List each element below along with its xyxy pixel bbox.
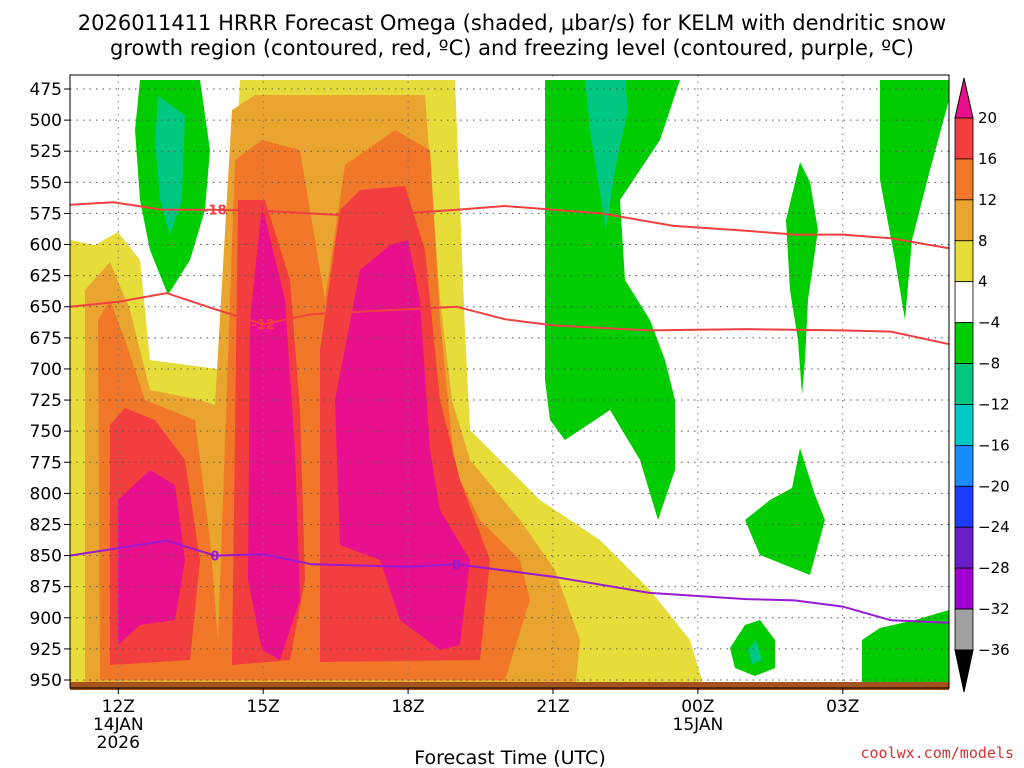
omega-shading: [70, 80, 949, 688]
y-tick-label: 825: [30, 515, 62, 535]
y-tick-label: 950: [30, 671, 62, 691]
y-tick-label: 600: [30, 236, 62, 256]
colorbar-band: [954, 158, 974, 201]
colorbar-label: 20: [978, 109, 997, 127]
x-tick-label: 00Z: [681, 697, 714, 717]
colorbar-band: [954, 322, 974, 364]
contour-dgz-top: [70, 201, 949, 250]
colorbar-label: −8: [978, 355, 1000, 373]
omega-region-neg-8-12-a: [155, 96, 185, 235]
omega-region-neg-4-8-e: [880, 80, 949, 320]
ground-strip: [70, 682, 949, 690]
colorbar-band: [954, 117, 974, 160]
colorbar-band: [954, 485, 974, 528]
x-tick-sublabel: 2026: [97, 733, 140, 753]
colorbar: 20 16 12 8 4 −4 −8 −12 −16 −20 −24 −28 −32 −36: [954, 77, 1010, 693]
y-tick-label: 550: [30, 173, 62, 193]
y-axis: 475 500 525 550 575 600 625 650 675 700 725 750 775 8…: [30, 80, 70, 691]
colorbar-band: [954, 526, 974, 569]
colorbar-band: [954, 281, 974, 324]
omega-region-neg-4-8-f: [862, 610, 949, 682]
temperature-contours: -18 -12 0 0: [70, 201, 949, 624]
y-tick-label: 775: [30, 453, 62, 473]
colorbar-label: 8: [978, 232, 988, 250]
y-tick-label: 800: [30, 484, 62, 504]
x-tick-sublabel: 15JAN: [673, 715, 724, 735]
x-axis-title: Forecast Time (UTC): [414, 747, 605, 768]
x-tick-label: 15Z: [247, 697, 280, 717]
colorbar-label: −32: [978, 600, 1010, 618]
y-tick-label: 750: [30, 422, 62, 442]
colorbar-top-arrow: [954, 77, 974, 119]
chart-title-line-1: 2026011411 HRRR Forecast Omega (shaded, …: [78, 11, 946, 35]
colorbar-band: [954, 363, 974, 405]
y-tick-label: 500: [30, 111, 62, 131]
omega-region-neg-8-12-g: [748, 640, 762, 664]
y-tick-label: 925: [30, 640, 62, 660]
colorbar-band: [954, 404, 974, 446]
x-tick-label: 18Z: [391, 697, 424, 717]
colorbar-label: −36: [978, 641, 1010, 659]
y-tick-label: 650: [30, 298, 62, 318]
x-tick-label: 21Z: [536, 697, 569, 717]
omega-region-neg-8-12-b: [585, 80, 628, 230]
y-tick-label: 850: [30, 547, 62, 567]
contour-freezing-level: [70, 539, 949, 624]
contour-label-freezing-level: 0: [452, 558, 461, 573]
y-tick-label: 675: [30, 329, 62, 349]
omega-region-neg-4-8-d: [745, 448, 825, 575]
omega-region-over-20: [118, 205, 470, 660]
colorbar-label: −20: [978, 477, 1010, 495]
y-tick-label: 525: [30, 142, 62, 162]
x-tick-sublabel: 14JAN: [93, 715, 144, 735]
colorbar-band: [954, 444, 974, 487]
colorbar-band: [954, 608, 974, 651]
y-tick-label: 875: [30, 578, 62, 598]
colorbar-band: [954, 567, 974, 610]
plot-frame: [69, 74, 950, 689]
colorbar-band: [954, 240, 974, 283]
y-tick-label: 575: [30, 204, 62, 224]
colorbar-band: [954, 199, 974, 242]
colorbar-label: −4: [978, 314, 1000, 332]
gridlines: [70, 75, 949, 688]
colorbar-label: −24: [978, 518, 1010, 536]
chart-title-line-2: growth region (contoured, red, ºC) and f…: [110, 36, 914, 60]
credit-text[interactable]: coolwx.com/models: [860, 744, 1014, 762]
colorbar-label: −12: [978, 395, 1010, 413]
colorbar-bottom-arrow: [954, 649, 974, 693]
omega-region-neg-4-8-c: [786, 162, 818, 395]
contour-label-dgz-top: -18: [203, 204, 227, 219]
contour-label-dgz-bottom: -12: [251, 318, 275, 333]
colorbar-label: 16: [978, 150, 997, 168]
contour-dgz-bottom: [70, 292, 949, 346]
y-tick-label: 900: [30, 609, 62, 629]
x-tick-label: 12Z: [102, 697, 135, 717]
colorbar-label: −16: [978, 436, 1010, 454]
colorbar-label: 12: [978, 191, 997, 209]
x-tick-label: 03Z: [826, 697, 859, 717]
colorbar-label: 4: [978, 273, 988, 291]
colorbar-label: −28: [978, 559, 1010, 577]
omega-region-neg-4-8-b: [545, 80, 680, 520]
y-tick-label: 475: [30, 80, 62, 100]
y-tick-label: 625: [30, 267, 62, 287]
contour-label-freezing-level: 0: [210, 550, 219, 565]
y-tick-label: 725: [30, 391, 62, 411]
y-tick-label: 700: [30, 360, 62, 380]
